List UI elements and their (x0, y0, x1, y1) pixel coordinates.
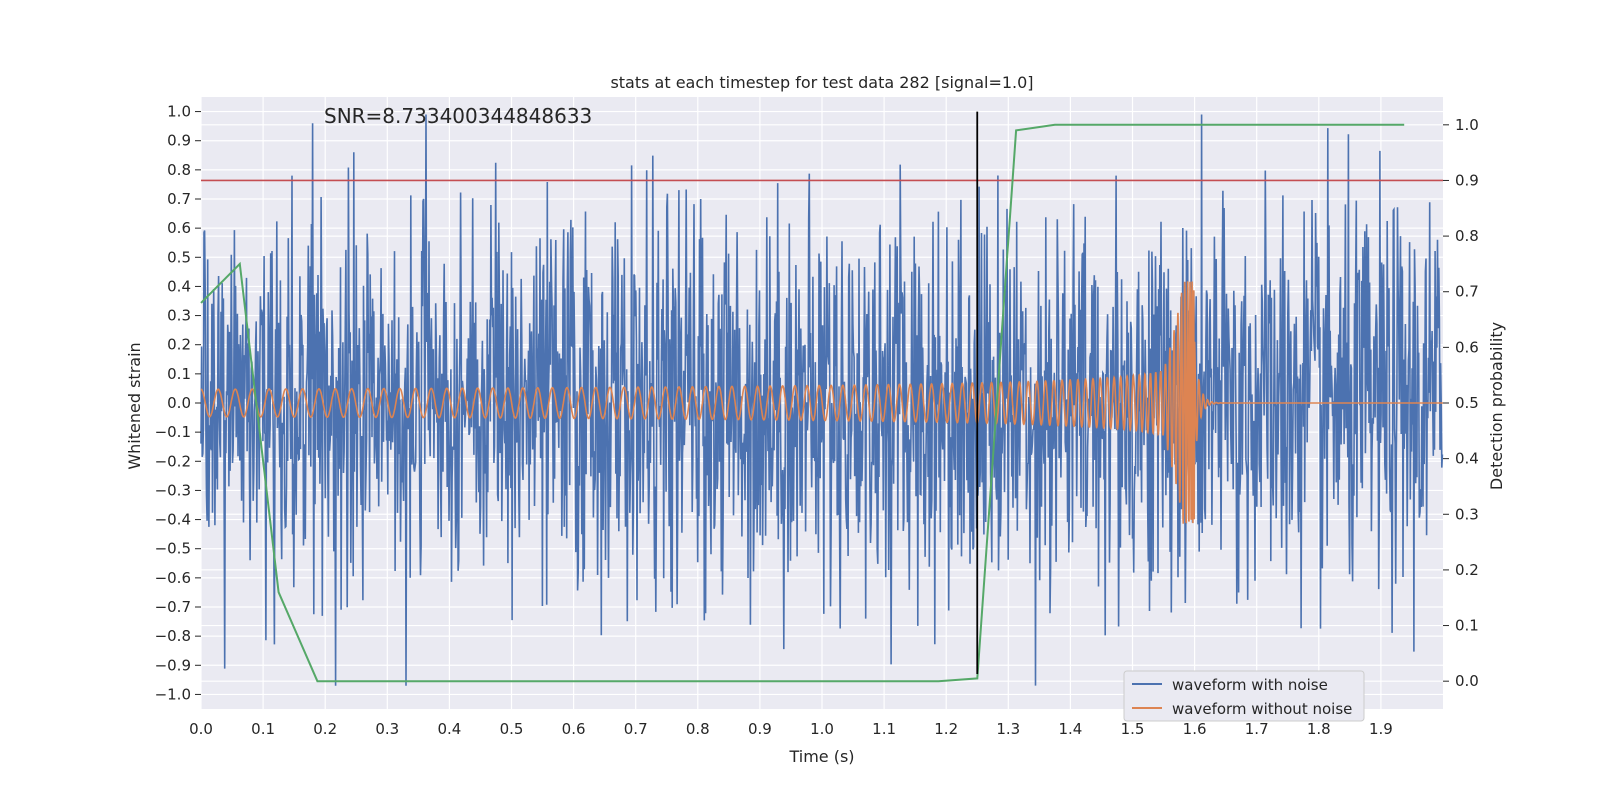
y-tick-label-right: 0.9 (1455, 171, 1479, 189)
y-tick-label-left: 0.7 (167, 190, 191, 208)
legend-label-clean: waveform without noise (1172, 700, 1352, 718)
series-waveform-without-noise (200, 281, 1443, 524)
y-tick-label-right: 0.8 (1455, 227, 1479, 245)
x-tick-label: 1.6 (1183, 720, 1207, 738)
y-tick-label-left: −0.4 (155, 511, 191, 529)
y-tick-label-right: 0.2 (1455, 561, 1479, 579)
legend-box (1123, 670, 1365, 722)
y-tick-label-left: 0.0 (167, 394, 191, 412)
x-tick-label: 0.8 (686, 720, 710, 738)
y-tick-label-left: −0.1 (155, 423, 191, 441)
x-tick-label: 1.4 (1058, 720, 1082, 738)
series-layer (200, 111, 1444, 686)
y-tick-label-left: −0.2 (155, 452, 191, 470)
x-tick-label: 1.1 (872, 720, 896, 738)
y-tick-label-left: −0.7 (155, 598, 191, 616)
y-tick-label-left: 0.1 (167, 365, 191, 383)
x-tick-label: 0.1 (251, 720, 275, 738)
series-detection-probability (200, 123, 1405, 683)
snr-annotation: SNR=8.733400344848633 (324, 104, 592, 128)
x-tick-label: 0.9 (748, 720, 772, 738)
x-tick-label: 1.2 (934, 720, 958, 738)
y-tick-label-right: 0.7 (1455, 283, 1479, 301)
x-tick-label: 1.9 (1369, 720, 1393, 738)
y-tick-label-right: 0.4 (1455, 450, 1479, 468)
x-tick-label: 1.0 (810, 720, 834, 738)
x-tick-label: 0.0 (189, 720, 213, 738)
y-tick-label-left: −0.6 (155, 569, 191, 587)
y-tick-label-left: −1.0 (155, 685, 191, 703)
legend: waveform with noise waveform without noi… (1123, 670, 1365, 722)
y-tick-label-right: 0.6 (1455, 338, 1479, 356)
x-tick-label: 0.3 (375, 720, 399, 738)
y-axis-label-right: Detection probability (1487, 322, 1506, 490)
y-tick-label-left: 0.5 (167, 248, 191, 266)
y-tick-label-left: −0.9 (155, 656, 191, 674)
y-tick-label-left: −0.8 (155, 627, 191, 645)
chart-title: stats at each timestep for test data 282… (610, 73, 1033, 92)
y-tick-label-right: 0.0 (1455, 672, 1479, 690)
y-tick-label-left: 1.0 (167, 103, 191, 121)
tick-layer: 0.0 0.1 0.2 0.3 0.4 0.5 0.6 0.7 0.8 0.9 1.0 1.1 1.2 1… (155, 103, 1479, 738)
y-axis-label-left: Whitened strain (125, 342, 144, 469)
x-tick-label: 0.4 (437, 720, 461, 738)
x-tick-label: 0.7 (624, 720, 648, 738)
y-tick-label-left: −0.3 (155, 481, 191, 499)
x-tick-label: 0.5 (500, 720, 524, 738)
x-tick-label: 1.8 (1307, 720, 1331, 738)
x-tick-label: 0.6 (562, 720, 586, 738)
y-tick-label-left: 0.2 (167, 336, 191, 354)
y-tick-label-right: 0.5 (1455, 394, 1479, 412)
x-tick-label: 0.2 (313, 720, 337, 738)
y-tick-label-right: 0.1 (1455, 617, 1479, 635)
y-tick-label-left: 0.4 (167, 277, 191, 295)
x-axis-label: Time (s) (788, 747, 854, 766)
x-tick-label: 1.3 (996, 720, 1020, 738)
y-tick-label-left: −0.5 (155, 540, 191, 558)
y-tick-label-left: 0.8 (167, 161, 191, 179)
y-tick-label-right: 1.0 (1455, 116, 1479, 134)
legend-label-noise: waveform with noise (1172, 676, 1328, 694)
x-tick-label: 1.7 (1245, 720, 1269, 738)
y-tick-label-right: 0.3 (1455, 505, 1479, 523)
y-tick-label-left: 0.9 (167, 132, 191, 150)
y-tick-label-left: 0.6 (167, 219, 191, 237)
x-tick-label: 1.5 (1121, 720, 1145, 738)
y-tick-label-left: 0.3 (167, 307, 191, 325)
series-waveform-with-noise (200, 114, 1444, 686)
